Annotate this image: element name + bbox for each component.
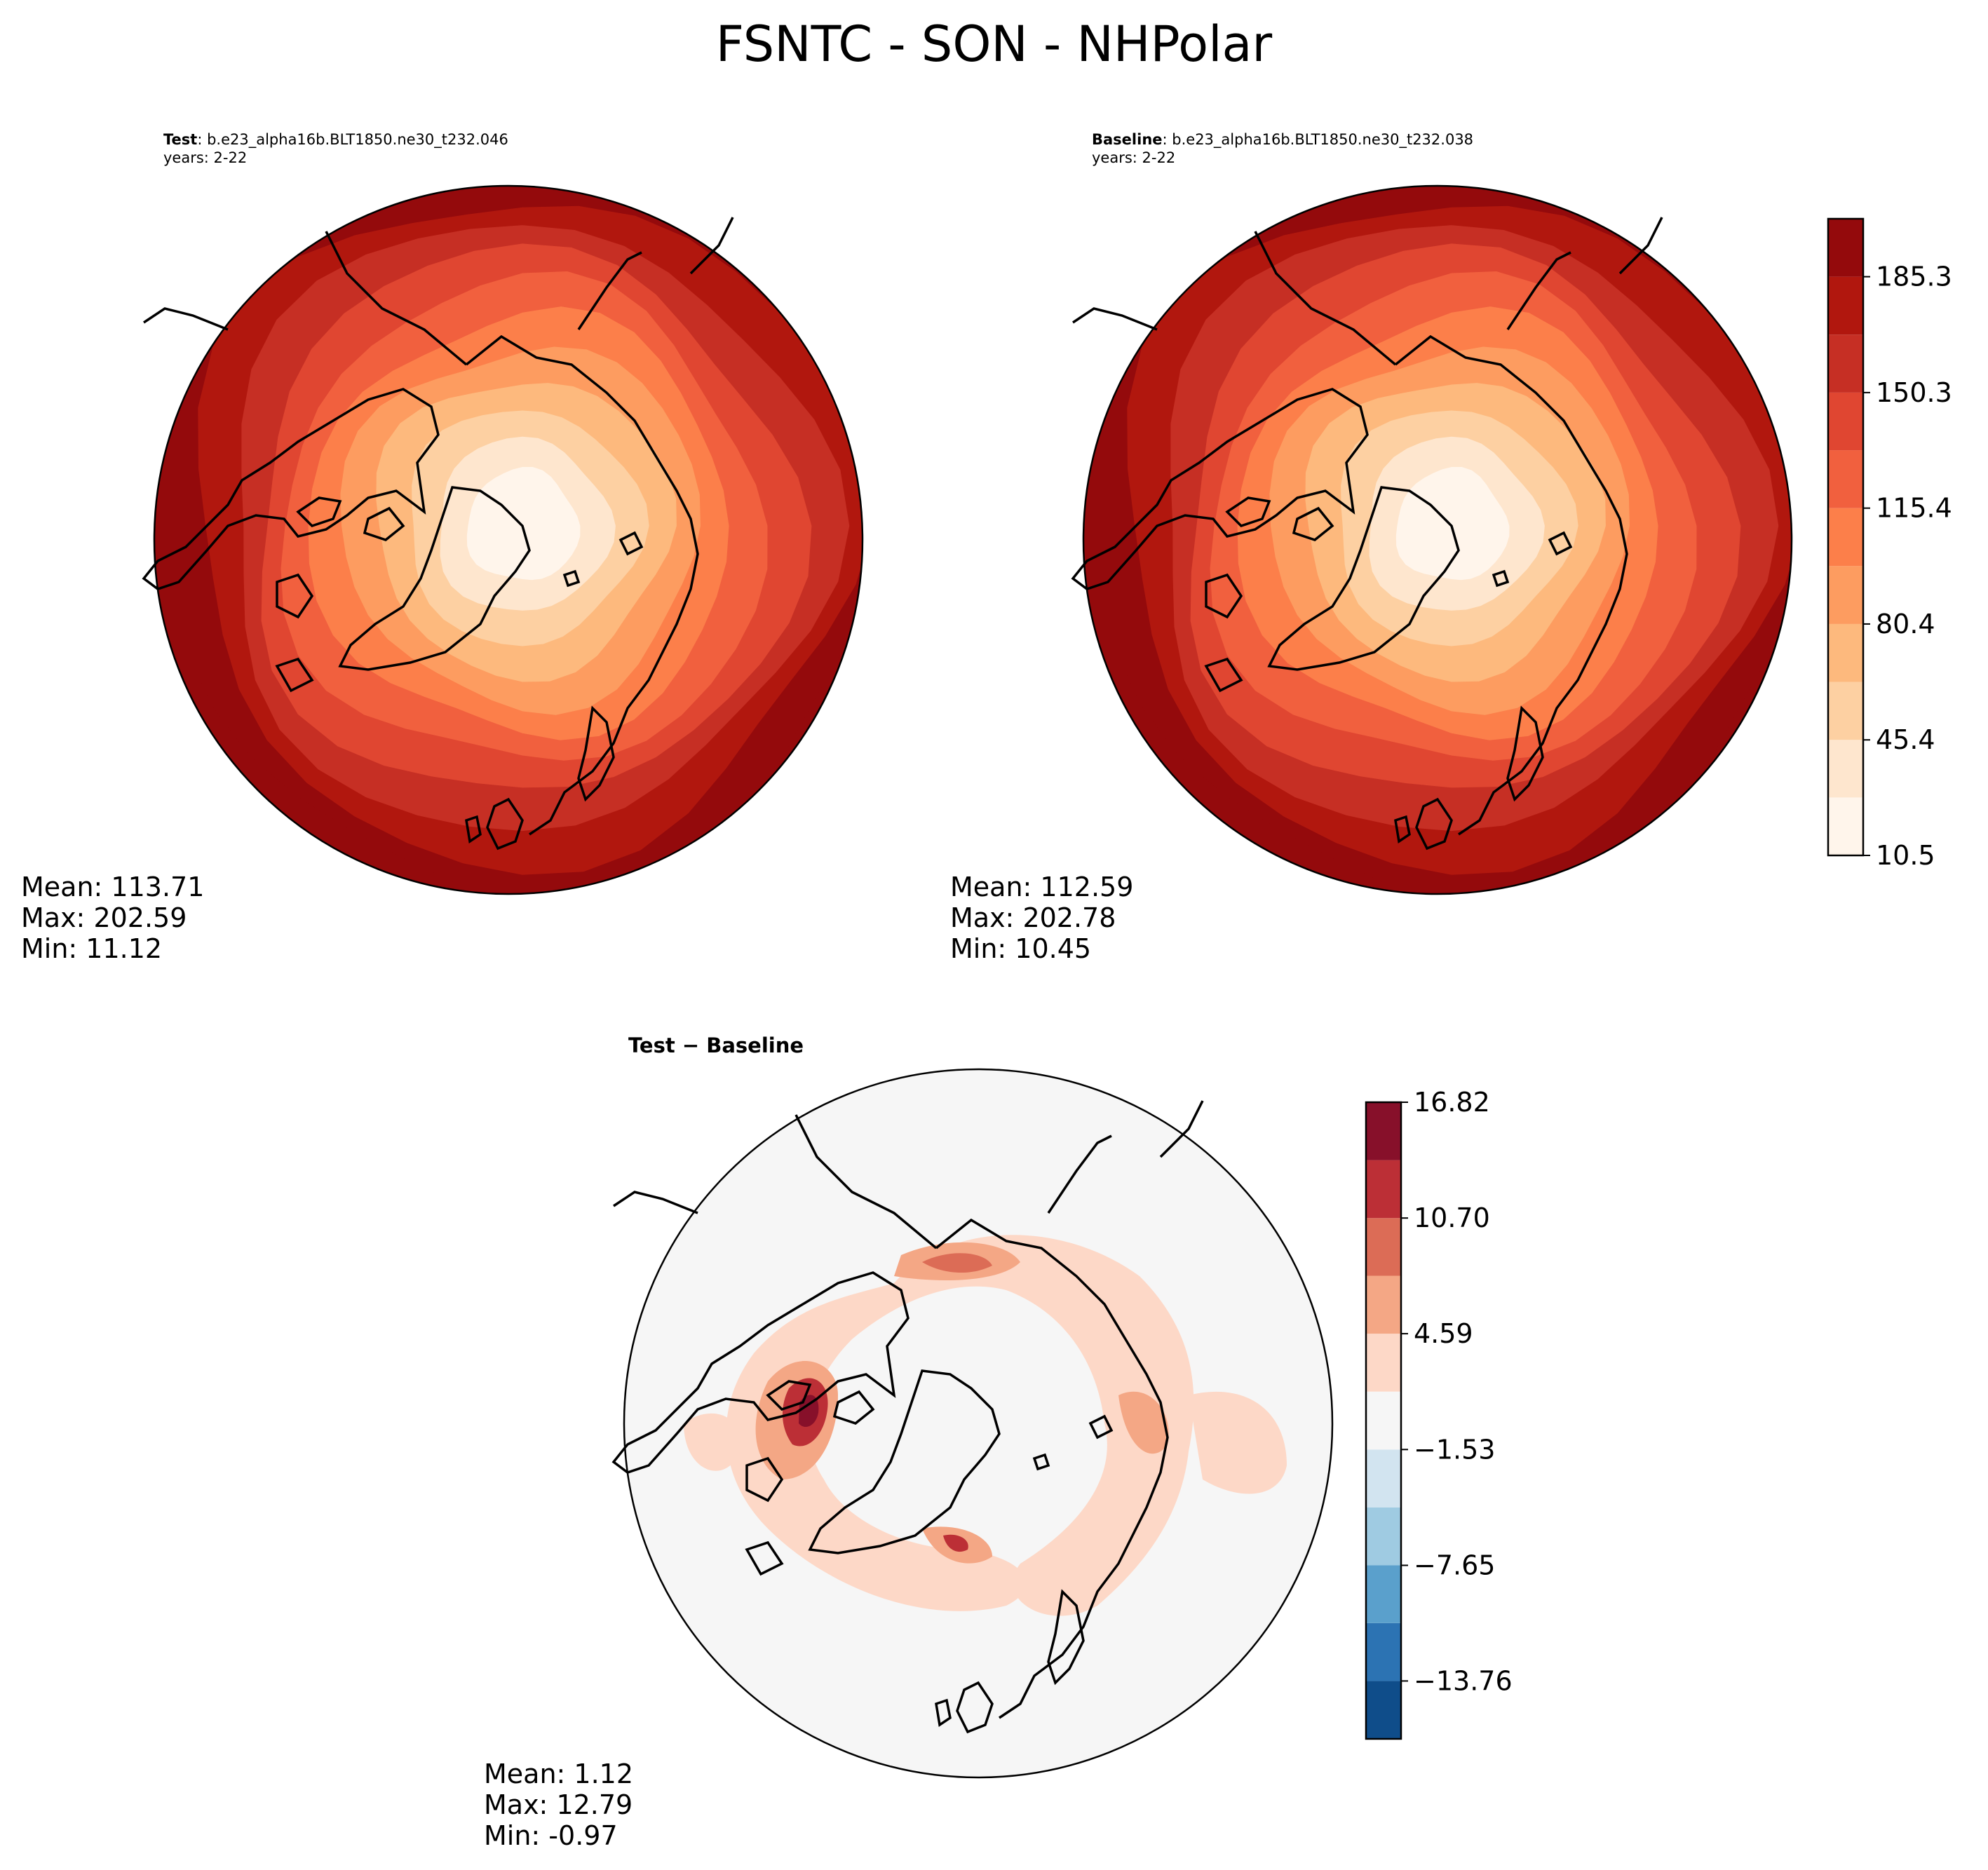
baseline-years: years: 2-22: [1092, 149, 1176, 166]
baseline-contours: [1083, 186, 1792, 894]
main-colorbar-segment-10: [1828, 219, 1863, 277]
main-colorbar-segment-2: [1828, 682, 1863, 740]
main-colorbar-tick-label: 80.4: [1876, 609, 1935, 639]
test-max: Max: 202.59: [21, 902, 187, 933]
main-colorbar-tick-label: 185.3: [1876, 262, 1952, 292]
diff-colorbar-segment-0: [1366, 1681, 1401, 1739]
test-stats: Mean: 113.71 Max: 202.59 Min: 11.12: [21, 872, 204, 964]
main-colorbar-segment-5: [1828, 508, 1863, 567]
diff-anomaly-west: [684, 1413, 741, 1471]
test-years: years: 2-22: [163, 149, 248, 166]
diff-colorbar-segment-3: [1366, 1507, 1401, 1566]
diff-anomaly-greenland-core: [943, 1534, 968, 1552]
baseline-contour-0: [1395, 467, 1510, 581]
diff-map-boundary: [623, 1068, 1334, 1779]
diff-colorbar-tick-label: −1.53: [1414, 1434, 1495, 1465]
baseline-stats: Mean: 112.59 Max: 202.78 Min: 10.45: [950, 872, 1133, 964]
main-colorbar: 10.5 45.4 80.4 115.4 150.3 185.3: [1827, 217, 1952, 871]
diff-colorbar-tick-label: −7.65: [1414, 1550, 1495, 1580]
main-colorbar-frame: [1827, 217, 1865, 857]
main-colorbar-tick-label: 10.5: [1876, 840, 1935, 871]
baseline-max: Max: 202.78: [950, 902, 1116, 933]
test-min: Min: 11.12: [21, 933, 163, 964]
baseline-mean: Mean: 112.59: [950, 872, 1134, 902]
main-colorbar-segment-4: [1828, 566, 1863, 624]
main-colorbar-tick-label: 115.4: [1876, 493, 1952, 524]
diff-colorbar-segment-5: [1366, 1391, 1401, 1450]
main-colorbar-segment-1: [1828, 740, 1863, 798]
test-contours: [154, 186, 863, 894]
diff-colorbar-segment-4: [1366, 1449, 1401, 1507]
diff-stats: Mean: 1.12 Max: 12.79 Min: -0.97: [484, 1759, 633, 1851]
diff-anomaly-east-siberia: [1118, 1391, 1169, 1454]
diff-colorbar-segment-10: [1366, 1102, 1401, 1160]
diff-colorbar-segment-1: [1366, 1622, 1401, 1681]
main-colorbar-segment-0: [1828, 797, 1863, 855]
diff-anomaly-east: [1189, 1391, 1287, 1494]
diff-min: Min: -0.97: [484, 1820, 618, 1851]
figure-title: FSNTC - SON - NHPolar: [715, 15, 1273, 73]
diff-colorbar-segment-7: [1366, 1275, 1401, 1334]
main-colorbar-segment-8: [1828, 334, 1863, 393]
diff-anomaly-ring: [726, 1235, 1194, 1616]
baseline-panel-title: Baseline: b.e23_alpha16b.BLT1850.ne30_t2…: [1092, 130, 1473, 149]
baseline-label: Baseline: [1092, 131, 1163, 148]
test-contour-0: [466, 467, 581, 581]
diff-map: [612, 1068, 1334, 1779]
test-mean: Mean: 113.71: [21, 872, 205, 902]
test-label: Test: [163, 131, 198, 148]
test-map-boundary: [153, 184, 864, 895]
diff-mean: Mean: 1.12: [484, 1759, 634, 1789]
main-colorbar-tick-label: 150.3: [1876, 377, 1952, 408]
test-case-name: : b.e23_alpha16b.BLT1850.ne30_t232.046: [197, 131, 508, 148]
diff-anomaly-siberia-core: [922, 1253, 992, 1273]
diff-max: Max: 12.79: [484, 1789, 633, 1820]
main-colorbar-segment-9: [1828, 276, 1863, 335]
diff-colorbar-segment-8: [1366, 1218, 1401, 1276]
diff-colorbar-frame: [1365, 1101, 1402, 1740]
main-colorbar-segment-7: [1828, 392, 1863, 451]
diff-colorbar-segment-9: [1366, 1160, 1401, 1219]
diff-colorbar: −13.76 −7.65 −1.53 4.59 10.70 16.82: [1365, 1087, 1513, 1740]
baseline-min: Min: 10.45: [950, 933, 1092, 964]
diff-colorbar-tick-label: 4.59: [1414, 1318, 1473, 1349]
baseline-map-boundary: [1082, 184, 1793, 895]
diff-colorbar-segment-2: [1366, 1565, 1401, 1623]
main-colorbar-segment-6: [1828, 450, 1863, 508]
diff-colorbar-tick-label: 10.70: [1414, 1202, 1490, 1233]
test-panel-title: Test: b.e23_alpha16b.BLT1850.ne30_t232.0…: [163, 130, 508, 149]
test-map: [142, 184, 864, 895]
diff-panel-title: Test − Baseline: [628, 1034, 804, 1057]
baseline-case-name: : b.e23_alpha16b.BLT1850.ne30_t232.038: [1162, 131, 1474, 148]
diff-colorbar-tick-label: 16.82: [1414, 1087, 1490, 1118]
main-colorbar-segment-3: [1828, 623, 1863, 682]
baseline-map: [1071, 184, 1793, 895]
main-colorbar-tick-label: 45.4: [1876, 724, 1935, 755]
diff-colorbar-tick-label: −13.76: [1414, 1665, 1513, 1696]
diff-colorbar-segment-6: [1366, 1334, 1401, 1392]
